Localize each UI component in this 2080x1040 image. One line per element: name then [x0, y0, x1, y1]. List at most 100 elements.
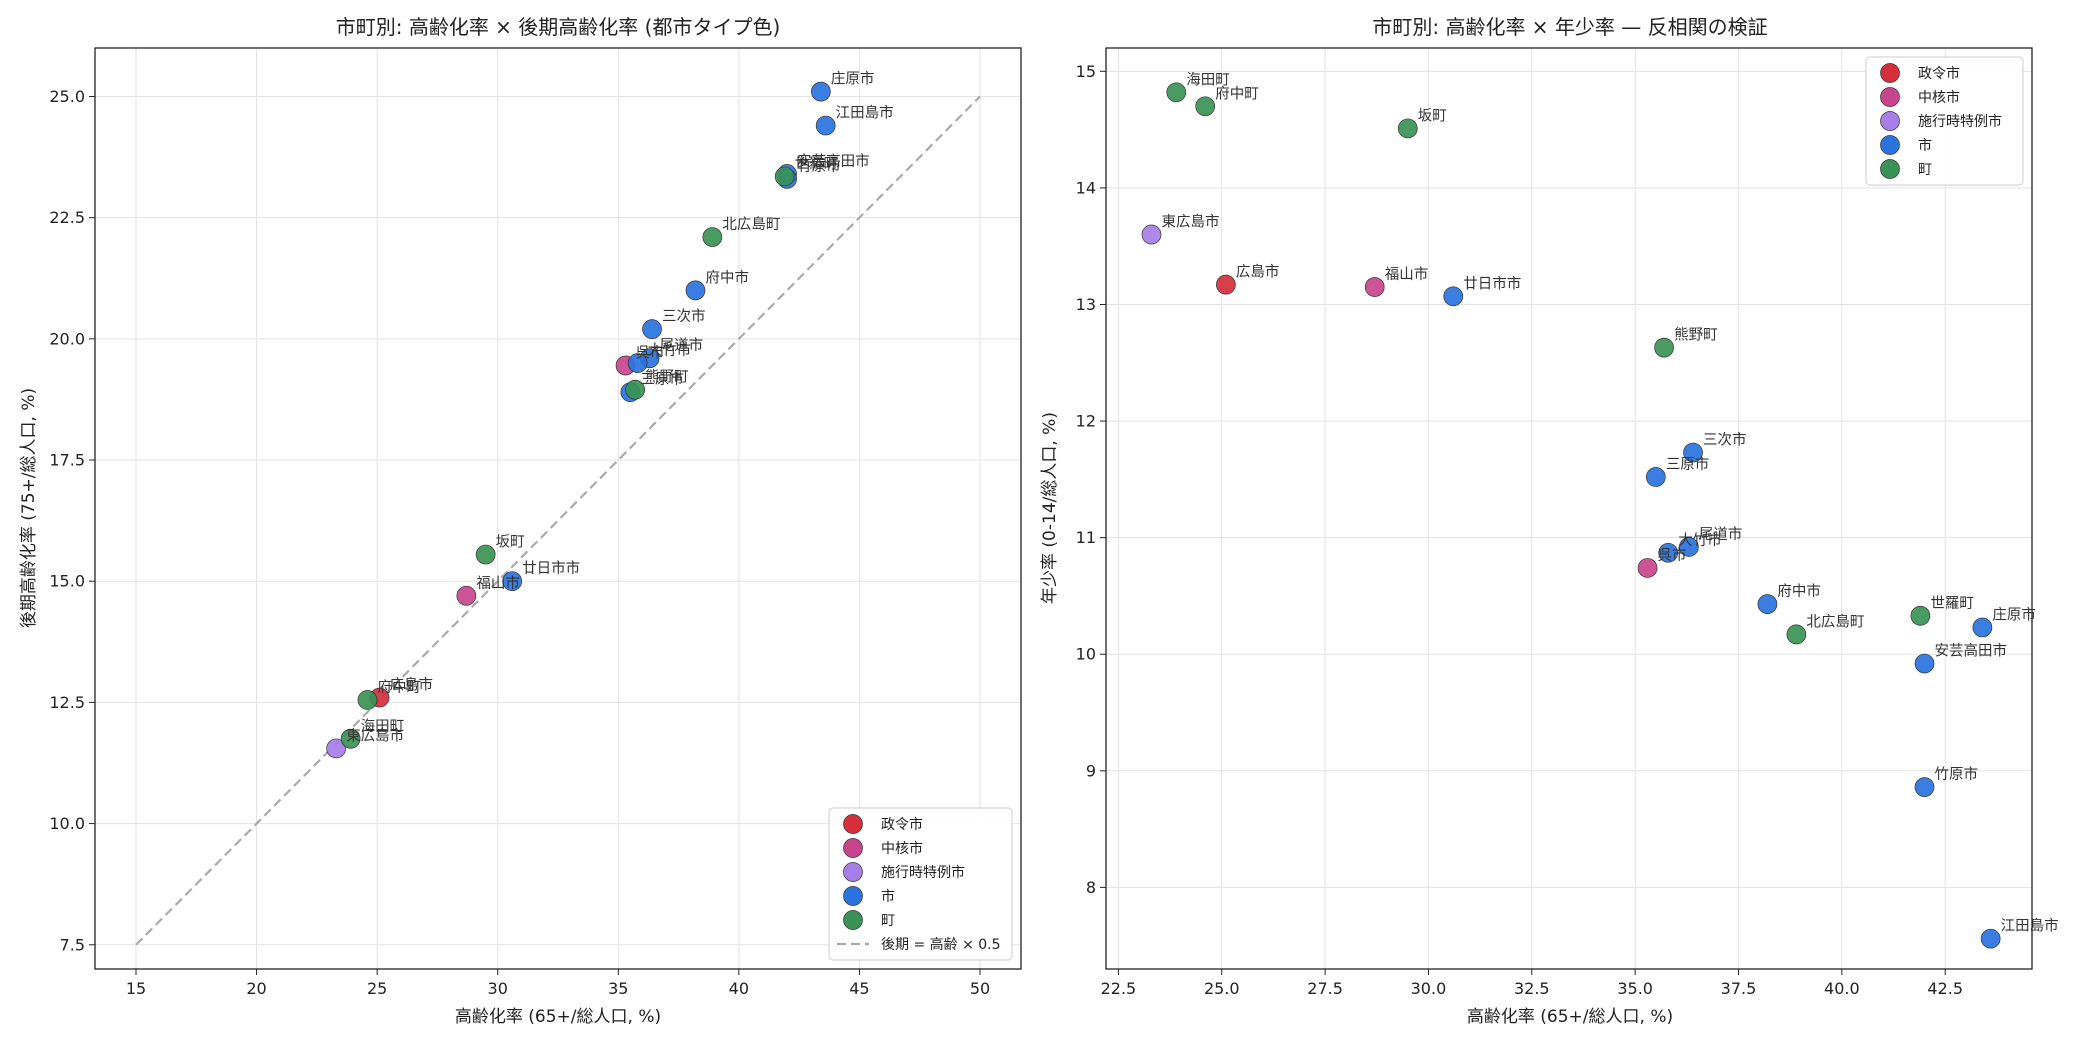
point-label: 世羅町 [795, 155, 839, 172]
left-ytick-label: 25.0 [49, 87, 85, 106]
legend-marker [1880, 159, 1900, 179]
legend-marker [1880, 111, 1900, 131]
right-legend-box [1865, 56, 2024, 186]
data-point [774, 166, 795, 187]
right-ytick-label: 11 [1076, 528, 1096, 547]
point-label: 府中町 [1215, 85, 1259, 102]
point-label: 江田島市 [836, 105, 894, 122]
point-label: 安芸高田市 [797, 153, 870, 170]
legend-marker [1880, 135, 1900, 155]
data-point [685, 280, 706, 301]
legend-label: 政令市 [881, 816, 923, 833]
point-label: 広島市 [390, 677, 434, 694]
point-label: 北広島町 [1806, 613, 1864, 630]
point-label: 坂町 [496, 534, 525, 551]
left-xtick-label: 20 [246, 979, 266, 998]
right-ytick-label: 9 [1086, 761, 1096, 780]
right-ytick-label: 10 [1076, 645, 1096, 664]
data-point [1645, 467, 1666, 487]
point-label: 呉市 [1658, 547, 1687, 564]
left-legend-box [828, 807, 1013, 961]
left-xtick-label: 40 [729, 979, 749, 998]
right-ytick-label: 15 [1076, 62, 1096, 81]
data-point [1757, 594, 1778, 614]
legend-marker [843, 814, 863, 834]
left-ytick-label: 20.0 [49, 329, 85, 348]
data-point [340, 728, 361, 749]
chart-left-ylabel: 後期高齢化率 (75+/総人口, %) [19, 388, 39, 628]
legend-label: 町 [881, 913, 895, 929]
point-label: 尾道市 [660, 337, 704, 354]
chart-right: 市町別: 高齢化率 × 年少率 — 反相関の検証 高齢化率 (65+/総人口, … [1040, 15, 2059, 1027]
left-ytick-label: 7.5 [60, 935, 85, 954]
right-xtick-label: 35.0 [1617, 979, 1653, 998]
point-label: 三次市 [662, 308, 706, 325]
point-label: 福山市 [476, 575, 520, 592]
point-label: 府中市 [705, 269, 749, 286]
data-point [1980, 928, 2001, 949]
chart-right-grid [1106, 48, 2032, 969]
chart-right-frame [1105, 47, 2033, 970]
legend-marker [843, 910, 863, 930]
point-label: 熊野町 [1674, 327, 1718, 344]
legend-marker [843, 886, 863, 906]
legend-label: 施行時特例市 [881, 864, 965, 881]
legend-marker [1880, 63, 1900, 83]
chart-left-title: 市町別: 高齢化率 × 後期高齢化率 (都市タイプ色) [336, 15, 781, 39]
chart-left-frame [94, 47, 1022, 970]
data-point [1679, 537, 1699, 557]
right-xtick-label: 25.0 [1204, 979, 1240, 998]
left-ytick-label: 12.5 [49, 693, 85, 712]
data-point [456, 585, 477, 606]
data-point [1683, 442, 1703, 463]
data-point [357, 690, 378, 710]
point-label: 大竹市 [648, 342, 692, 359]
point-label: 東広島市 [346, 727, 404, 744]
left-ytick-label: 15.0 [49, 572, 85, 591]
legend-label: 中核市 [1918, 89, 1960, 106]
point-label: 三原市 [640, 371, 684, 388]
right-xtick-label: 32.5 [1514, 979, 1550, 998]
legend-label: 中核市 [881, 840, 923, 857]
data-point [475, 544, 496, 565]
point-label: 安芸高田市 [1935, 643, 2008, 660]
data-point [502, 571, 523, 592]
left-xtick-label: 45 [849, 979, 869, 998]
data-point [642, 319, 662, 339]
data-point [1166, 82, 1187, 103]
point-label: 大竹市 [1678, 532, 1722, 549]
point-label: 尾道市 [1699, 526, 1743, 543]
data-point [815, 115, 836, 136]
point-label: 世羅町 [1930, 595, 1974, 612]
left-ytick-label: 17.5 [49, 451, 85, 470]
point-label: 東広島市 [1161, 214, 1219, 231]
right-ytick-label: 8 [1086, 878, 1096, 897]
legend-marker [843, 838, 863, 858]
legend-label: 施行時特例市 [1918, 113, 2002, 130]
data-point [1216, 274, 1236, 295]
point-label: 海田町 [1186, 71, 1230, 88]
point-label: 廿日市市 [522, 560, 580, 577]
left-reference-line [135, 95, 981, 946]
right-xtick-label: 42.5 [1927, 979, 1963, 998]
right-ytick-label: 14 [1076, 178, 1096, 197]
data-point [1195, 96, 1216, 117]
chart-right-xlabel: 高齢化率 (65+/総人口, %) [1467, 1007, 1673, 1027]
point-label: 三次市 [1703, 432, 1747, 449]
point-label: 熊野町 [645, 369, 689, 386]
point-label: 庄原市 [1992, 605, 2036, 623]
legend-marker [1880, 87, 1900, 107]
right-xtick-label: 30.0 [1411, 979, 1447, 998]
left-ytick-label: 22.5 [49, 208, 85, 227]
chart-right-points [1141, 82, 2001, 949]
chart-right-title: 市町別: 高齢化率 × 年少率 — 反相関の検証 [1372, 15, 1767, 39]
right-xtick-label: 37.5 [1721, 979, 1757, 998]
data-point [1658, 542, 1679, 563]
chart-left-ticks: 15 20 25 30 35 40 45 50 7.5 10.0 12.5 15.0 17.5 20.0 2… [49, 87, 990, 998]
left-xtick-label: 15 [126, 979, 146, 998]
